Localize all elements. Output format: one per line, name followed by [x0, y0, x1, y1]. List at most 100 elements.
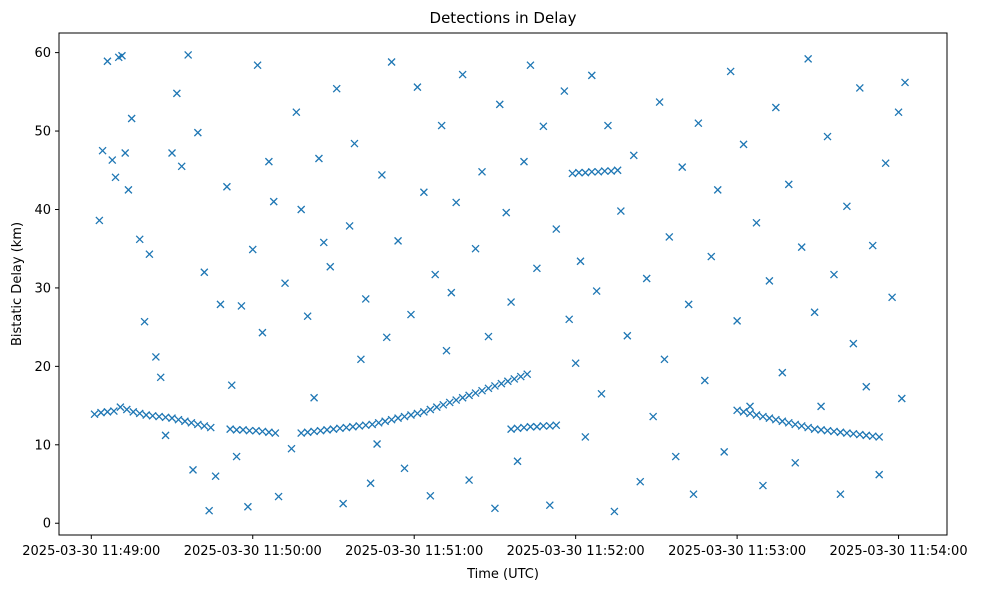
data-point	[445, 398, 454, 407]
data-point	[465, 391, 474, 400]
data-point	[400, 412, 409, 421]
data-point	[264, 428, 273, 437]
data-point	[151, 352, 160, 361]
data-point	[484, 384, 493, 393]
data-point	[797, 243, 806, 252]
data-point	[452, 396, 461, 405]
data-point	[447, 288, 456, 297]
data-point	[849, 429, 858, 438]
y-tick-label: 0	[43, 517, 51, 532]
data-point	[752, 411, 761, 419]
y-tick-label: 10	[34, 438, 51, 453]
data-point	[297, 429, 306, 437]
data-point	[758, 412, 767, 421]
x-tick-label: 2025-03-30 11:50:00	[184, 544, 322, 559]
data-point	[387, 415, 396, 424]
data-point	[526, 61, 535, 70]
data-point	[471, 389, 480, 397]
data-point	[784, 418, 793, 427]
data-point	[271, 429, 280, 437]
data-point	[610, 507, 619, 516]
data-point	[381, 417, 390, 426]
data-point	[771, 415, 780, 424]
data-point	[377, 171, 386, 179]
data-point	[258, 427, 267, 436]
x-tick-label: 2025-03-30 11:49:00	[22, 544, 160, 559]
data-point	[426, 405, 435, 414]
data-point	[303, 312, 312, 321]
data-point	[791, 458, 800, 467]
data-point	[594, 167, 603, 176]
data-point	[211, 472, 220, 481]
data-point	[784, 180, 793, 189]
y-tick-label: 60	[34, 46, 51, 61]
data-point	[180, 417, 189, 426]
data-point	[303, 428, 312, 437]
data-point	[842, 429, 851, 437]
data-point	[526, 422, 535, 431]
data-point	[516, 372, 525, 381]
data-point	[560, 87, 569, 96]
data-point	[432, 403, 441, 412]
data-point	[507, 425, 516, 434]
data-point	[174, 415, 183, 424]
data-point	[739, 407, 748, 416]
data-point	[222, 182, 231, 191]
data-point	[206, 423, 215, 432]
data-point	[172, 89, 181, 98]
data-point	[660, 355, 669, 364]
data-point	[765, 414, 774, 423]
data-point	[649, 412, 658, 421]
data-point	[413, 83, 422, 92]
data-point	[671, 452, 680, 461]
data-point	[373, 440, 382, 448]
data-point	[458, 393, 467, 402]
data-point	[168, 149, 176, 157]
data-point	[836, 490, 845, 499]
data-point	[545, 422, 554, 430]
data-point	[248, 245, 257, 254]
data-point	[419, 188, 428, 197]
data-point	[193, 128, 202, 137]
y-tick-label: 40	[34, 203, 51, 218]
data-point	[539, 122, 548, 131]
data-point	[636, 477, 645, 486]
data-point	[597, 389, 606, 398]
y-axis-label: Bistatic Delay (km)	[10, 222, 25, 346]
data-point	[855, 430, 864, 439]
data-point	[400, 464, 409, 473]
data-point	[694, 119, 703, 128]
data-point	[523, 370, 532, 379]
data-point	[804, 54, 813, 63]
data-point	[452, 198, 461, 207]
data-point	[339, 499, 348, 508]
data-point	[177, 162, 186, 171]
data-point	[431, 270, 440, 279]
data-point	[458, 70, 467, 79]
data-point	[243, 502, 252, 511]
data-point	[823, 132, 832, 141]
data-point	[894, 108, 903, 117]
data-point	[733, 316, 742, 325]
data-point	[264, 157, 273, 166]
data-point	[345, 221, 354, 230]
data-point	[881, 159, 890, 168]
data-point	[109, 407, 118, 416]
data-points	[90, 51, 909, 516]
data-point	[189, 465, 197, 474]
data-point	[810, 308, 819, 317]
data-point	[124, 185, 133, 194]
x-tick-label: 2025-03-30 11:52:00	[507, 544, 645, 559]
data-point	[888, 293, 897, 302]
data-point	[368, 420, 377, 429]
data-point	[836, 428, 845, 437]
data-point	[868, 432, 877, 441]
data-point	[426, 491, 435, 500]
data-point	[193, 420, 202, 429]
data-point	[603, 121, 612, 130]
data-point	[335, 424, 344, 433]
data-point	[897, 394, 906, 403]
data-point	[539, 422, 548, 430]
data-point	[484, 332, 493, 341]
